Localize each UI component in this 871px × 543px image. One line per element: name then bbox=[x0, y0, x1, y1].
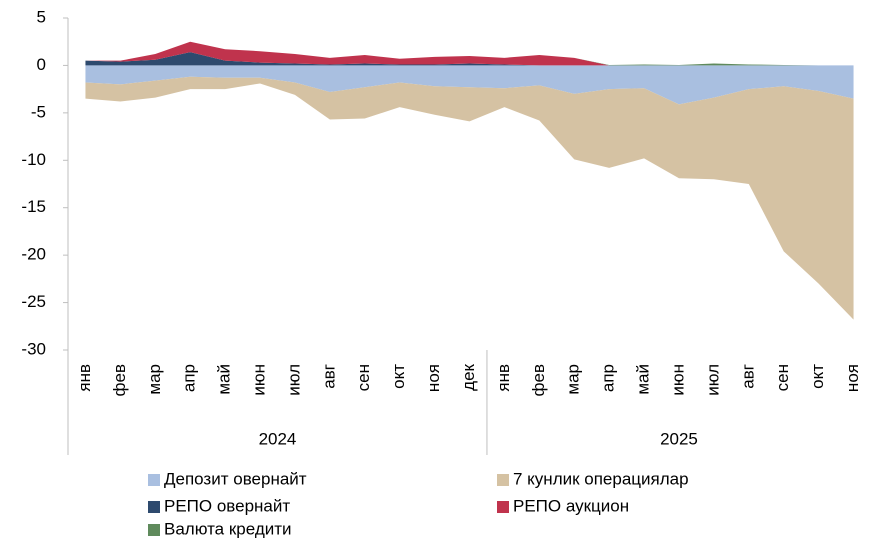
x-tick-label: июл bbox=[703, 364, 722, 396]
x-tick-label: сен bbox=[773, 364, 792, 391]
group-label: 2025 bbox=[660, 429, 698, 448]
y-tick-label: -20 bbox=[21, 245, 46, 264]
legend-label: Депозит овернайт bbox=[164, 469, 307, 488]
x-tick-label: дек bbox=[459, 363, 478, 390]
x-tick-label: авг bbox=[319, 364, 338, 389]
x-tick-label: май bbox=[215, 364, 234, 395]
x-tick-label: фев bbox=[110, 364, 129, 396]
legend-swatch bbox=[148, 524, 160, 536]
y-tick-label: 5 bbox=[37, 7, 46, 26]
y-tick-label: -30 bbox=[21, 339, 46, 358]
legend-swatch bbox=[148, 474, 160, 486]
legend-swatch bbox=[497, 501, 509, 513]
x-tick-label: июн bbox=[250, 364, 269, 396]
x-tick-label: янв bbox=[494, 364, 513, 392]
area bbox=[85, 65, 854, 105]
x-tick-label: апр bbox=[180, 364, 199, 392]
x-tick-label: окт bbox=[389, 364, 408, 389]
legend-swatch bbox=[148, 501, 160, 513]
legend-label: РЕПО аукцион bbox=[513, 496, 629, 515]
y-tick-label: 0 bbox=[37, 55, 46, 74]
x-tick-label: ноя bbox=[843, 364, 862, 392]
x-tick-label: май bbox=[634, 364, 653, 395]
legend-label: РЕПО овернайт bbox=[164, 496, 290, 515]
x-tick-label: мар bbox=[145, 364, 164, 395]
area bbox=[85, 52, 854, 66]
x-tick-label: апр bbox=[599, 364, 618, 392]
legend-swatch bbox=[497, 474, 509, 486]
area bbox=[85, 76, 854, 320]
y-tick-label: -25 bbox=[21, 292, 46, 311]
legend-label: 7 кунлик операциялар bbox=[513, 469, 689, 488]
x-tick-label: авг bbox=[738, 364, 757, 389]
y-tick-label: -10 bbox=[21, 150, 46, 169]
x-tick-label: фев bbox=[529, 364, 548, 396]
x-tick-label: мар bbox=[564, 364, 583, 395]
x-tick-label: янв bbox=[75, 364, 94, 392]
group-label: 2024 bbox=[259, 429, 297, 448]
x-tick-label: ноя bbox=[424, 364, 443, 392]
area bbox=[85, 41, 854, 66]
x-tick-label: июл bbox=[284, 364, 303, 396]
y-tick-label: -5 bbox=[31, 102, 46, 121]
y-tick-label: -15 bbox=[21, 197, 46, 216]
x-tick-label: сен bbox=[354, 364, 373, 391]
x-tick-label: окт bbox=[808, 364, 827, 389]
x-tick-label: июн bbox=[668, 364, 687, 396]
legend-label: Валюта кредити bbox=[164, 519, 292, 538]
